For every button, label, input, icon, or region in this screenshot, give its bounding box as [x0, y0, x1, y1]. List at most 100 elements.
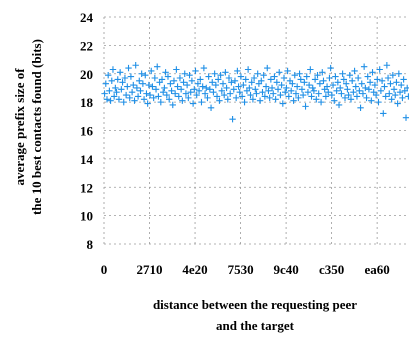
data-point — [140, 96, 148, 103]
data-point — [134, 93, 142, 100]
data-point — [176, 74, 184, 82]
data-point — [222, 69, 229, 76]
y-tick-labels: 8 10 12 14 16 18 20 22 24 — [80, 10, 94, 252]
data-point — [101, 90, 108, 97]
data-point — [206, 86, 214, 93]
y-tick-label: 14 — [80, 152, 94, 167]
data-point — [387, 80, 394, 87]
data-point — [392, 91, 399, 99]
data-point — [186, 71, 193, 79]
data-point — [209, 79, 216, 86]
data-point — [223, 84, 230, 92]
data-point — [346, 71, 353, 79]
data-point — [358, 80, 365, 87]
data-point — [226, 90, 234, 97]
data-point — [347, 96, 355, 103]
data-point — [194, 80, 202, 87]
data-point — [317, 98, 325, 106]
data-point — [152, 86, 160, 93]
data-point — [339, 70, 346, 77]
data-point — [122, 91, 130, 99]
data-point — [272, 96, 279, 103]
data-point — [376, 66, 383, 73]
data-point — [204, 94, 211, 102]
data-point — [145, 81, 153, 89]
data-point — [108, 77, 115, 85]
data-point — [112, 84, 119, 92]
data-point — [189, 100, 197, 107]
data-point — [211, 70, 218, 77]
data-point — [377, 87, 385, 94]
data-point — [237, 73, 245, 80]
data-point — [341, 94, 349, 102]
data-point — [165, 96, 173, 103]
data-point — [170, 77, 178, 85]
data-point — [340, 76, 348, 83]
data-point — [221, 91, 228, 99]
data-point — [137, 87, 144, 94]
data-point — [307, 66, 314, 73]
data-point — [353, 93, 361, 100]
data-point — [234, 67, 241, 75]
data-point — [365, 86, 373, 93]
data-point — [229, 115, 236, 123]
data-point — [253, 90, 260, 97]
data-point — [215, 76, 222, 83]
data-point — [400, 76, 407, 83]
data-point — [276, 69, 283, 76]
data-point — [350, 88, 357, 96]
data-point — [325, 88, 332, 96]
data-point — [199, 83, 206, 90]
data-point — [121, 74, 129, 82]
data-point — [345, 91, 352, 99]
data-point — [157, 98, 165, 106]
y-axis-title-line-2: the 10 best contacts found (bits) — [29, 39, 44, 215]
data-point — [113, 88, 120, 96]
data-point — [267, 76, 275, 83]
data-point — [250, 74, 258, 82]
data-point — [244, 66, 252, 73]
data-point — [195, 87, 203, 94]
data-point — [334, 79, 342, 86]
data-point — [333, 87, 340, 94]
data-point — [268, 84, 276, 92]
data-point — [394, 100, 401, 107]
data-point — [150, 94, 157, 102]
data-point — [304, 88, 312, 96]
x-tick-label: ea60 — [364, 262, 389, 277]
data-point — [207, 104, 215, 111]
data-point — [143, 90, 150, 97]
data-point — [160, 88, 167, 96]
data-point — [130, 81, 137, 89]
data-point — [262, 83, 270, 90]
data-point — [240, 81, 247, 89]
data-point — [314, 71, 321, 79]
data-point — [322, 93, 330, 100]
data-point — [249, 96, 257, 103]
data-point — [148, 67, 155, 75]
data-point — [389, 71, 397, 79]
data-point — [177, 86, 185, 93]
data-point — [313, 96, 320, 103]
data-points — [101, 62, 409, 123]
data-point — [363, 94, 370, 102]
data-point — [205, 73, 212, 80]
y-axis-title-line-1: average prefix size of — [12, 68, 27, 186]
data-point — [161, 84, 168, 92]
data-point — [399, 94, 406, 102]
data-point — [125, 64, 132, 72]
data-point — [219, 80, 227, 87]
y-tick-label: 24 — [80, 10, 94, 25]
data-point — [335, 101, 343, 109]
data-point — [174, 83, 181, 90]
data-point — [405, 93, 409, 100]
data-point — [248, 79, 255, 86]
data-point — [296, 70, 303, 77]
data-point — [181, 70, 188, 77]
data-point — [283, 84, 290, 92]
data-point — [261, 93, 269, 100]
data-point — [383, 62, 391, 69]
data-point — [162, 69, 169, 76]
data-point — [164, 73, 172, 80]
data-point — [310, 87, 318, 94]
